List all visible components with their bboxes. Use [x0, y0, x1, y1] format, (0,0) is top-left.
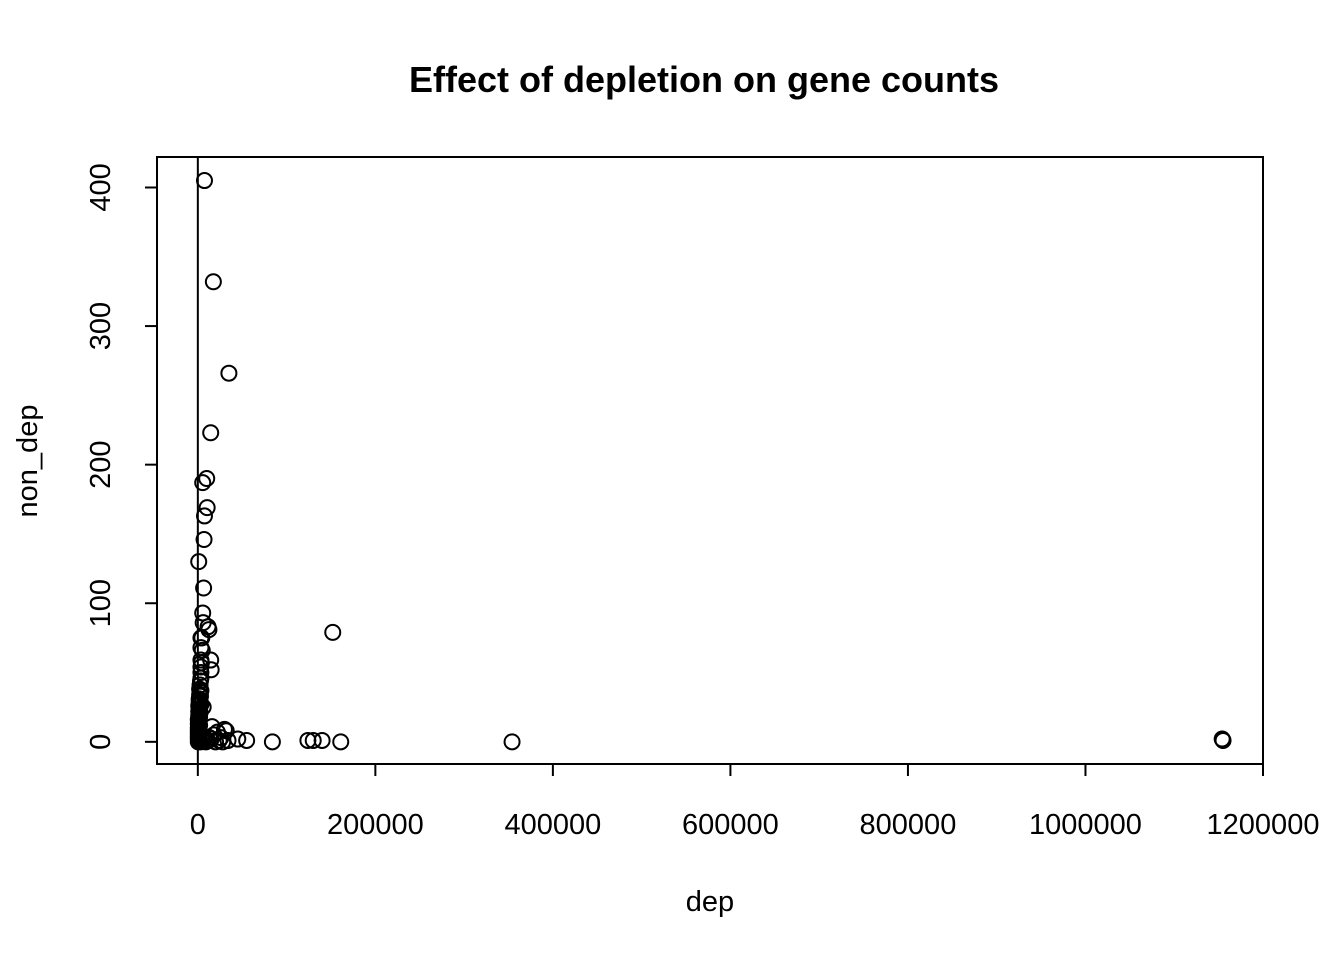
x-axis: 0 200000 400000 600000 800000 1000000 1200000: [190, 763, 1320, 841]
data-point: [195, 507, 213, 525]
x-tick-label: 600000: [682, 809, 779, 841]
data-point: [204, 273, 222, 291]
plot-frame: [156, 156, 1264, 765]
x-axis-label: dep: [686, 886, 734, 918]
data-point: [503, 733, 521, 751]
data-point: [192, 629, 210, 647]
data-point: [195, 172, 213, 190]
data-point: [192, 658, 210, 676]
x-tick-label: 800000: [860, 809, 957, 841]
data-point: [219, 731, 237, 749]
data-point: [202, 424, 220, 442]
data-point: [198, 499, 216, 517]
data-point: [304, 731, 322, 749]
y-tick-label: 200: [85, 440, 117, 488]
data-point: [192, 664, 210, 682]
data-point: [324, 623, 342, 641]
data-point: [190, 553, 208, 571]
data-point: [313, 731, 331, 749]
y-tick-label: 300: [85, 302, 117, 350]
data-point: [217, 722, 235, 740]
data-point: [238, 731, 256, 749]
data-point: [194, 474, 212, 492]
y-axis-label: non_dep: [12, 405, 44, 518]
data-points: [189, 172, 1232, 751]
data-point: [202, 661, 220, 679]
data-point: [198, 470, 216, 488]
data-point: [229, 730, 247, 748]
data-point: [220, 364, 238, 382]
y-tick-label: 0: [85, 734, 117, 750]
data-point: [332, 733, 350, 751]
x-tick-label: 400000: [504, 809, 601, 841]
data-point: [195, 530, 213, 548]
data-point: [1214, 731, 1232, 749]
x-tick-label: 1200000: [1207, 809, 1320, 841]
y-axis: 0 100 200 300 400: [85, 163, 158, 750]
x-tick-label: 1000000: [1029, 809, 1142, 841]
x-tick-label: 0: [190, 809, 206, 841]
y-tick-label: 100: [85, 579, 117, 627]
x-tick-label: 200000: [327, 809, 424, 841]
data-point: [263, 733, 281, 751]
data-point: [193, 641, 211, 659]
chart-title: Effect of depletion on gene counts: [409, 59, 999, 100]
y-tick-label: 400: [85, 163, 117, 211]
data-point: [215, 720, 233, 738]
data-point: [195, 579, 213, 597]
